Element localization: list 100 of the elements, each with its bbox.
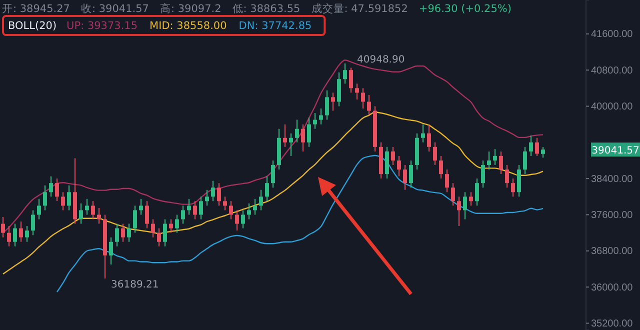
candlestick [439,155,443,180]
annotation: 收: 39041.57 [80,3,149,15]
candlestick [403,164,407,190]
candlestick [193,200,197,220]
y-tick-label: 40000.00 [591,101,634,112]
candlestick [529,135,533,156]
candlestick [241,210,245,229]
candlestick [43,184,47,211]
candlestick [493,148,497,166]
candlestick [457,196,461,227]
annotation: 36189.21 [111,280,159,290]
candlestick [121,223,125,242]
line-series [2,112,544,275]
candlestick [109,236,113,265]
candlestick [7,226,11,247]
candlestick [217,182,221,206]
candlestick [13,223,17,247]
candlestick [265,176,269,202]
candlestick [181,205,185,224]
candlestick [31,210,35,236]
annotation: 40948.90 [357,54,405,66]
candlestick [421,124,425,143]
candlestick [91,200,95,220]
candlestick [517,164,521,198]
candlestick [469,192,473,206]
text: 39041.57 [592,146,640,157]
candlestick [175,214,179,234]
candlestick [313,112,317,130]
candlestick [475,178,479,206]
candlestick [55,178,59,202]
candlestick [397,155,401,177]
candlestick [223,196,227,211]
candlestick [61,192,65,211]
candlestick [169,218,173,234]
candlestick [307,117,311,148]
candlestick [145,200,149,229]
candlestick [133,205,137,234]
candlestick [343,62,347,84]
candlestick [67,184,71,211]
candlestick [481,160,485,188]
candlestick [367,94,371,116]
candlestick [463,192,467,220]
candlestick [451,182,455,206]
candlestick [355,83,359,100]
candlestick [409,160,413,188]
candlestick [19,221,23,242]
y-tick-label: 36800.00 [591,246,634,258]
text: UP: 39373.15 [66,20,138,32]
annotation: 成交量: 47.591852 [311,2,408,15]
y-tick-label: 37600.00 [591,210,634,221]
candlestick [157,228,161,247]
candlestick [499,150,503,175]
candlestick [97,207,101,224]
candlestick [511,178,515,198]
candlestick [199,196,203,220]
annotation: 低: 38863.55 [232,3,300,15]
candlestick [79,202,83,224]
candlestick [433,142,437,166]
annotation: 高: 39097.2 [160,2,222,15]
candlestick [25,226,29,242]
candlestick [391,146,395,166]
candlestick [127,223,131,242]
candlestick [259,189,263,211]
text: DN: 37742.85 [238,20,312,32]
candlestick [235,210,239,232]
candlestick [283,124,287,148]
candlestick [337,72,341,107]
candlestick [253,198,257,216]
candlestick [139,198,143,216]
candlestick [325,90,329,120]
candlestick [349,67,353,94]
candlestick [85,198,89,216]
candlestick [385,146,389,180]
annotation: +96.30 (+0.25%) [418,3,512,15]
candlestick [163,218,167,247]
candlestick [505,164,509,188]
candlestick [541,146,545,158]
candlestick [523,146,527,175]
candlestick [49,176,53,198]
candlestick [271,160,275,188]
y-tick-label: 35200.00 [591,318,634,330]
legend-title: BOLL(20) [8,20,57,32]
candlestick [535,137,539,156]
candlestick [289,132,293,156]
candlestick [247,202,251,220]
y-tick-label: 40800.00 [591,65,634,76]
candlestick [37,198,41,220]
candlestick [151,218,155,238]
y-tick-label: 38400.00 [591,174,634,185]
candlestick [211,180,215,202]
candlestick [229,200,233,220]
candlestick [115,223,119,247]
annotation: 开: 38945.27 [2,3,70,15]
candlestick [1,216,5,238]
candlestick [187,198,191,216]
candlestick [205,189,209,206]
candlestick [361,88,365,109]
candlestick [331,92,335,112]
candlestick [445,169,449,193]
candlestick [487,150,491,170]
